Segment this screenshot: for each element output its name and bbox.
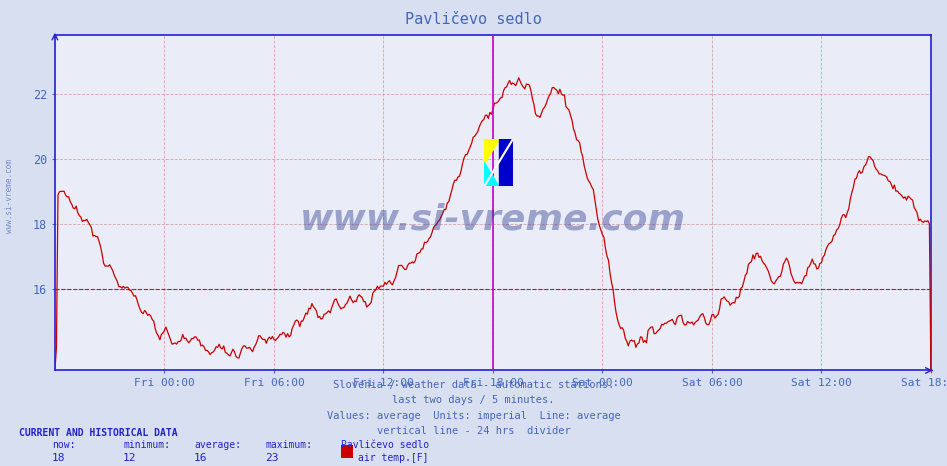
Text: Slovenia / weather data - automatic stations.: Slovenia / weather data - automatic stat… — [333, 380, 614, 390]
Text: Pavličevo sedlo: Pavličevo sedlo — [405, 12, 542, 27]
Text: 18: 18 — [52, 453, 65, 463]
Polygon shape — [499, 139, 513, 186]
Text: vertical line - 24 hrs  divider: vertical line - 24 hrs divider — [377, 426, 570, 436]
Text: www.si-vreme.com: www.si-vreme.com — [5, 159, 14, 233]
Text: Values: average  Units: imperial  Line: average: Values: average Units: imperial Line: av… — [327, 411, 620, 420]
Text: minimum:: minimum: — [123, 440, 170, 450]
Text: average:: average: — [194, 440, 241, 450]
Polygon shape — [485, 163, 499, 186]
Text: 23: 23 — [265, 453, 278, 463]
Text: last two days / 5 minutes.: last two days / 5 minutes. — [392, 395, 555, 405]
Text: air temp.[F]: air temp.[F] — [358, 453, 428, 463]
Text: now:: now: — [52, 440, 76, 450]
Polygon shape — [485, 139, 499, 163]
Text: Pavličevo sedlo: Pavličevo sedlo — [341, 440, 429, 450]
Text: maximum:: maximum: — [265, 440, 313, 450]
Text: www.si-vreme.com: www.si-vreme.com — [300, 203, 686, 236]
Text: 16: 16 — [194, 453, 207, 463]
Text: 12: 12 — [123, 453, 136, 463]
Text: CURRENT AND HISTORICAL DATA: CURRENT AND HISTORICAL DATA — [19, 428, 178, 438]
